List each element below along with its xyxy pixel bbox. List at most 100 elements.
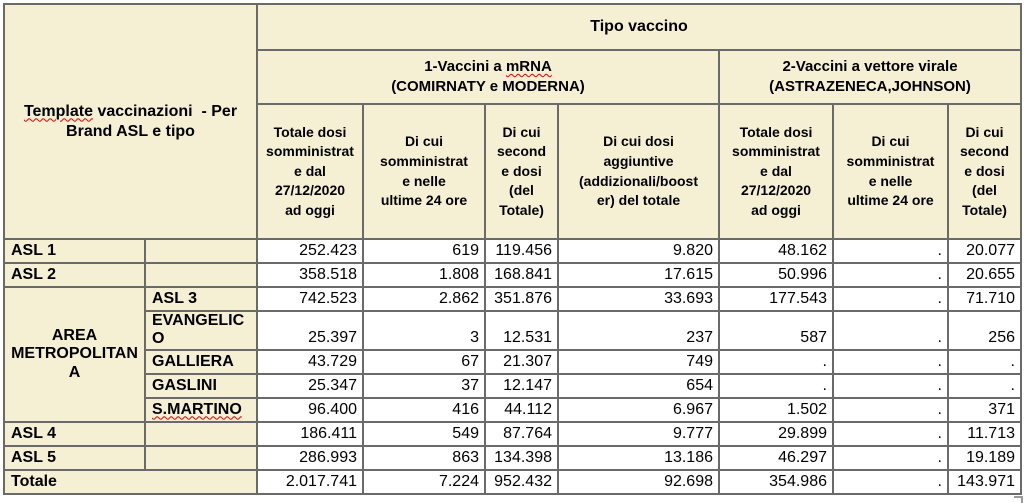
- data-cell: 29.899: [718, 420, 834, 447]
- row-smartino: S.MARTINO 96.400 416 44.112 6.967 1.502 …: [4, 396, 1022, 423]
- data-cell: 143.971: [947, 468, 1022, 495]
- data-cell: 33.693: [557, 286, 720, 312]
- data-cell: 87.764: [484, 420, 559, 447]
- data-cell: 252.423: [256, 238, 364, 264]
- data-cell: 863: [362, 444, 486, 471]
- data-cell: 286.993: [256, 444, 364, 471]
- data-cell: 119.456: [484, 238, 559, 264]
- data-cell: 952.432: [484, 468, 559, 495]
- data-cell: 358.518: [256, 262, 364, 288]
- data-cell: 71.710: [947, 286, 1022, 312]
- data-cell: 6.967: [557, 396, 720, 423]
- data-cell: 1.502: [718, 396, 834, 423]
- data-cell: 37: [362, 372, 486, 399]
- sub-label: S.MARTINO: [144, 396, 258, 423]
- row-area-asl-3: AREA METROPOLITAN A ASL 3 742.523 2.862 …: [3, 286, 1022, 423]
- data-cell: 12.147: [484, 372, 559, 399]
- data-cell: 11.713: [947, 420, 1022, 447]
- data-cell: 654: [557, 372, 720, 399]
- mrna-group-pre: 1-Vaccini a: [424, 57, 506, 75]
- row-asl-1: ASL 1 252.423 619 119.456 9.820 48.162 .…: [3, 238, 1022, 264]
- area-metropolitana-label: AREA METROPOLITAN A: [3, 286, 146, 423]
- data-cell: 619: [362, 238, 486, 264]
- data-cell: .: [947, 372, 1022, 399]
- data-cell: 177.543: [718, 286, 834, 312]
- mrna-group-header: 1-Vaccini a mRNA (COMIRNATY e MODERNA): [256, 49, 720, 105]
- data-cell: .: [718, 372, 834, 399]
- data-cell: 2.017.741: [256, 468, 364, 495]
- data-cell: 549: [362, 420, 486, 447]
- row-label: ASL 1: [3, 238, 146, 264]
- data-cell: 50.996: [718, 262, 834, 288]
- data-cell: .: [832, 310, 949, 351]
- row-label: ASL 2: [3, 262, 146, 288]
- data-cell: 7.224: [362, 468, 486, 495]
- data-cell: 416: [362, 396, 486, 423]
- col-header-viral-last24h: Di cui somministrat e nelle ultime 24 or…: [832, 103, 949, 240]
- data-cell: 134.398: [484, 444, 559, 471]
- row-asl-5: ASL 5 286.993 863 134.398 13.186 46.297 …: [3, 444, 1022, 471]
- header-row-groups: 1-Vaccini a mRNA (COMIRNATY e MODERNA) 2…: [4, 49, 1022, 105]
- col-header-viral-second-doses: Di cui second e dosi (del Totale): [947, 103, 1022, 240]
- tipo-vaccino-header: Tipo vaccino: [256, 3, 1022, 51]
- data-cell: 371: [947, 396, 1022, 423]
- data-cell: 256: [947, 310, 1022, 351]
- header-row-columns: Totale dosi somministrat e dal 27/12/202…: [4, 103, 1022, 240]
- data-cell: .: [832, 238, 949, 264]
- sub-label-empty: [144, 444, 258, 471]
- sub-label: ASL 3: [144, 286, 258, 312]
- col-header-mrna-booster: Di cui dosi aggiuntive (addizionali/boos…: [557, 103, 720, 240]
- row-galliera: GALLIERA 43.729 67 21.307 749 . . .: [4, 348, 1022, 375]
- viral-vector-group-header: 2-Vaccini a vettore virale (ASTRAZENECA,…: [718, 49, 1022, 105]
- data-cell: 742.523: [256, 286, 364, 312]
- misspelled-word: S.MARTINO: [152, 400, 242, 418]
- data-cell: 25.347: [256, 372, 364, 399]
- data-cell: .: [832, 444, 949, 471]
- data-cell: 46.297: [718, 444, 834, 471]
- data-cell: 587: [718, 310, 834, 351]
- selection-corner-artifact: [1014, 496, 1023, 503]
- col-header-mrna-second-doses: Di cui second e dosi (del Totale): [484, 103, 559, 240]
- data-cell: 43.729: [256, 348, 364, 375]
- mrna-group-rest: (COMIRNATY e MODERNA): [391, 78, 585, 95]
- template-title: Template vaccinazioni - Per Brand ASL e …: [6, 102, 255, 142]
- col-header-viral-total: Totale dosi somministrat e dal 27/12/202…: [718, 103, 834, 240]
- data-cell: .: [832, 420, 949, 447]
- col-header-mrna-total: Totale dosi somministrat e dal 27/12/202…: [256, 103, 364, 240]
- data-cell: 168.841: [484, 262, 559, 288]
- data-cell: 9.820: [557, 238, 720, 264]
- data-cell: .: [832, 262, 949, 288]
- col-header-mrna-last24h: Di cui somministrat e nelle ultime 24 or…: [362, 103, 486, 240]
- data-cell: .: [832, 396, 949, 423]
- mrna-misspelled-word: mRNA: [505, 57, 552, 75]
- sub-label-empty: [144, 238, 258, 264]
- data-cell: 13.186: [557, 444, 720, 471]
- data-cell: 237: [557, 310, 720, 351]
- data-cell: 351.876: [484, 286, 559, 312]
- data-cell: .: [832, 286, 949, 312]
- sub-label-empty: [144, 420, 258, 447]
- data-cell: 48.162: [718, 238, 834, 264]
- template-title-cell: Template vaccinazioni - Per Brand ASL e …: [3, 3, 258, 240]
- data-cell: 3: [362, 310, 486, 351]
- data-cell: 2.862: [362, 286, 486, 312]
- data-cell: 20.655: [947, 262, 1022, 288]
- total-row-label: Totale: [3, 468, 258, 495]
- template-title-rest: vaccinazioni - Per Brand ASL e tipo: [66, 102, 238, 140]
- data-cell: .: [947, 348, 1022, 375]
- row-evangelico: EVANGELIC O 25.397 3 12.531 237 587 . 25…: [4, 310, 1022, 351]
- data-cell: 25.397: [256, 310, 364, 351]
- sub-label: EVANGELIC O: [144, 310, 258, 351]
- row-totale: Totale 2.017.741 7.224 952.432 92.698 35…: [3, 468, 1022, 495]
- data-cell: .: [832, 468, 949, 495]
- data-cell: 12.531: [484, 310, 559, 351]
- data-cell: 92.698: [557, 468, 720, 495]
- data-cell: 749: [557, 348, 720, 375]
- sub-label-empty: [144, 262, 258, 288]
- row-gaslini: GASLINI 25.347 37 12.147 654 . . .: [4, 372, 1022, 399]
- data-cell: 67: [362, 348, 486, 375]
- data-cell: 354.986: [718, 468, 834, 495]
- row-label: ASL 4: [3, 420, 146, 447]
- data-cell: 96.400: [256, 396, 364, 423]
